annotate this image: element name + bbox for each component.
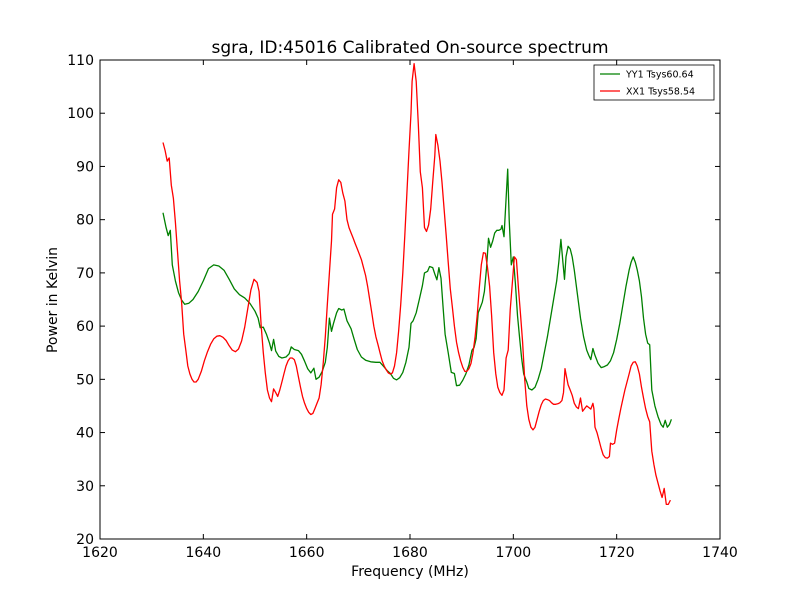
series-line-yy1 — [162, 168, 673, 428]
x-tick-label: 1700 — [496, 545, 532, 561]
ticks-layer: 1620 1640 1660 1680 1700 1720 1740 20 30 40 50 60 70… — [67, 53, 738, 561]
y-tick-label: 100 — [67, 106, 94, 122]
series-yy1 — [162, 168, 673, 428]
legend-label-xx1: XX1 Tsys58.54 — [626, 87, 695, 98]
x-tick-label: 1620 — [82, 545, 118, 561]
y-tick-label: 90 — [76, 159, 94, 175]
y-tick-label: 80 — [76, 213, 94, 229]
chart-title: sgra, ID:45016 Calibrated On-source spec… — [211, 38, 608, 58]
y-tick-label: 50 — [76, 372, 94, 388]
y-tick-label: 110 — [67, 53, 94, 69]
legend: YY1 Tsys60.64 XX1 Tsys58.54 — [593, 64, 715, 101]
x-tick-label: 1660 — [289, 545, 325, 561]
y-tick-label: 60 — [76, 319, 94, 335]
y-axis-title: Power in Kelvin — [45, 247, 61, 353]
series-line-xx1 — [162, 63, 671, 506]
x-tick-label: 1680 — [392, 545, 428, 561]
x-tick-label: 1640 — [186, 545, 222, 561]
legend-label-yy1: YY1 Tsys60.64 — [625, 70, 694, 81]
x-tick-label: 1720 — [599, 545, 635, 561]
x-tick-label: 1740 — [702, 545, 738, 561]
y-tick-label: 20 — [76, 532, 94, 548]
legend-box — [593, 64, 715, 101]
x-axis-title: Frequency (MHz) — [351, 564, 469, 580]
y-tick-label: 70 — [76, 266, 94, 282]
y-tick-label: 40 — [76, 426, 94, 442]
series-xx1 — [162, 63, 671, 506]
series-layer — [162, 63, 673, 506]
y-tick-label: 30 — [76, 479, 94, 495]
